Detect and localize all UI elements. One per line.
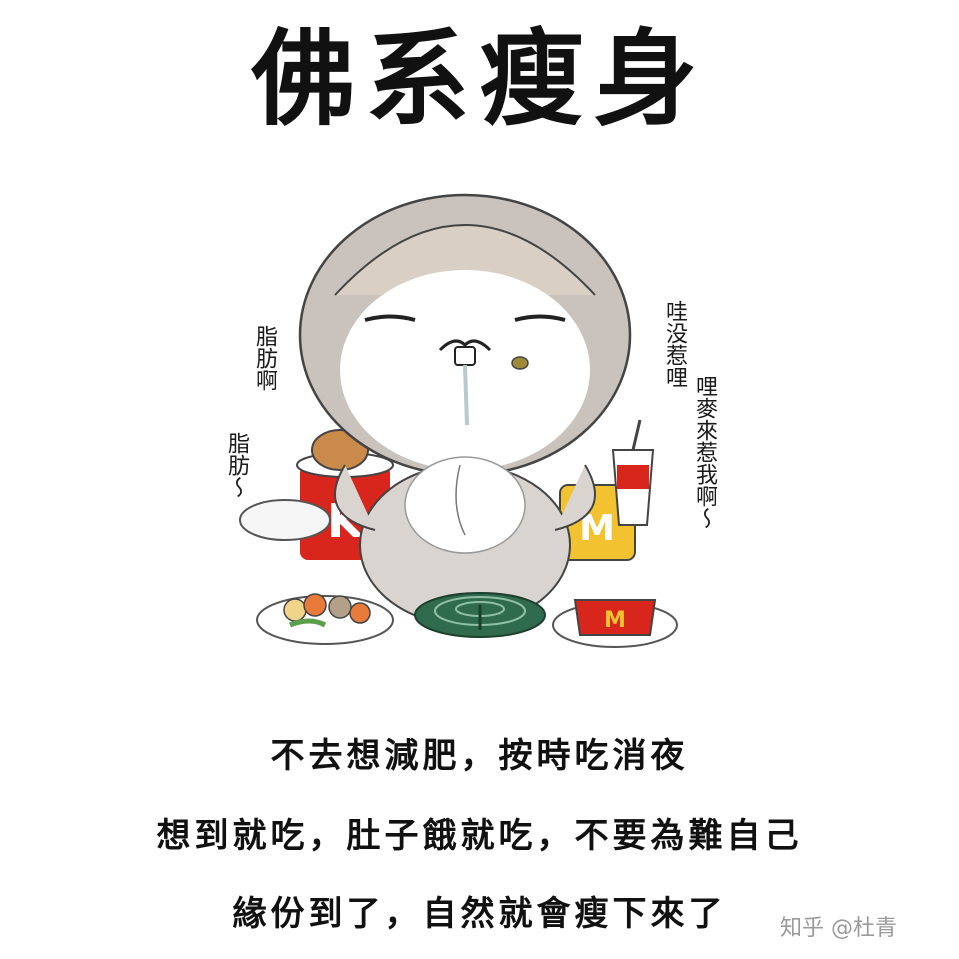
rabbit — [298, 193, 632, 626]
bubble-left-bottom: 脂肪～ — [224, 432, 249, 498]
caption-line-3: 緣份到了，自然就會瘦下來了 — [232, 894, 727, 934]
vegetable-plate — [256, 593, 394, 645]
bubble-left-top: 脂肪啊 — [252, 325, 277, 391]
burger-box-plate: M — [552, 599, 678, 648]
caption-line-1: 不去想減肥，按時吃消夜 — [270, 736, 689, 776]
bowl — [239, 499, 331, 541]
bubble-right-top: 哇没惹哩 — [662, 300, 687, 388]
meditating-rabbit-illustration: K M — [239, 193, 678, 648]
caption-line-2: 想到就吃，肚子餓就吃，不要為難自己 — [156, 816, 803, 856]
drink-cup — [611, 419, 655, 526]
watermark: 知乎 @杜青 — [780, 916, 897, 941]
bubble-right-bottom: 哩麥來惹我啊～ — [692, 375, 717, 529]
mosquito-coil — [414, 592, 546, 638]
page-title: 佛系瘦身 — [251, 18, 708, 140]
mcd-logo-text-2: M — [604, 608, 626, 633]
